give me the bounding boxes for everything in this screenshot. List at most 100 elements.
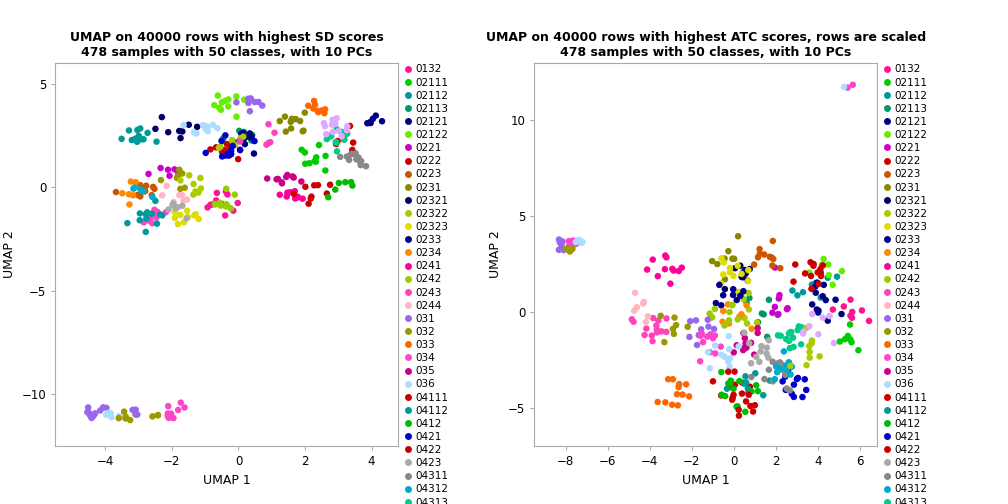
Point bbox=[138, 228, 154, 236]
Point bbox=[219, 140, 235, 148]
Point bbox=[787, 261, 803, 269]
Point bbox=[215, 137, 231, 145]
Point bbox=[829, 273, 845, 281]
Point bbox=[127, 410, 143, 418]
Point bbox=[658, 314, 674, 323]
Point bbox=[344, 150, 360, 158]
Point bbox=[212, 199, 228, 207]
Point bbox=[734, 293, 750, 301]
Point bbox=[721, 367, 737, 375]
Point bbox=[793, 340, 809, 348]
Point bbox=[825, 281, 841, 289]
Point bbox=[198, 149, 214, 157]
Point bbox=[220, 150, 236, 158]
Point bbox=[121, 201, 137, 209]
Point bbox=[219, 151, 235, 159]
Point bbox=[127, 135, 143, 143]
Point bbox=[145, 183, 161, 191]
Point bbox=[132, 124, 148, 133]
Point bbox=[175, 197, 192, 205]
Point bbox=[318, 105, 334, 113]
Point bbox=[736, 345, 752, 353]
Point bbox=[813, 261, 830, 269]
Point bbox=[235, 129, 251, 137]
Point bbox=[138, 181, 154, 190]
Point bbox=[785, 334, 801, 342]
Point bbox=[722, 363, 738, 371]
Point bbox=[328, 185, 344, 194]
Point bbox=[700, 316, 716, 324]
Point bbox=[784, 286, 800, 294]
Point bbox=[803, 285, 820, 293]
Point bbox=[717, 392, 733, 400]
Point bbox=[753, 342, 769, 350]
Point bbox=[795, 328, 811, 336]
Point bbox=[342, 122, 358, 130]
Point bbox=[668, 321, 684, 329]
Point bbox=[293, 146, 309, 154]
Point bbox=[170, 169, 186, 177]
Point bbox=[242, 134, 258, 142]
Point bbox=[779, 366, 795, 374]
Point bbox=[148, 138, 164, 146]
Point bbox=[313, 106, 330, 114]
Point bbox=[703, 331, 719, 339]
Point bbox=[700, 333, 716, 341]
Point bbox=[721, 320, 737, 328]
Point bbox=[118, 414, 134, 422]
Point bbox=[135, 135, 151, 143]
Point bbox=[568, 238, 584, 246]
Point bbox=[147, 125, 163, 133]
Point bbox=[200, 204, 216, 212]
Point bbox=[640, 312, 656, 321]
Point bbox=[285, 173, 301, 181]
Point bbox=[325, 116, 341, 124]
Point bbox=[786, 393, 802, 401]
Point bbox=[737, 266, 753, 274]
Point bbox=[164, 201, 180, 209]
Point bbox=[673, 264, 689, 272]
Point bbox=[339, 130, 355, 138]
Point bbox=[717, 322, 733, 330]
Point bbox=[708, 349, 724, 357]
Point bbox=[186, 211, 203, 219]
Y-axis label: UMAP 2: UMAP 2 bbox=[490, 231, 502, 278]
Point bbox=[282, 118, 298, 126]
Point bbox=[559, 244, 576, 252]
Point bbox=[660, 375, 676, 383]
Point bbox=[707, 305, 723, 313]
Point bbox=[207, 101, 223, 109]
Point bbox=[716, 270, 732, 278]
Point bbox=[777, 371, 793, 379]
Point bbox=[203, 145, 219, 153]
Point bbox=[144, 210, 160, 218]
Point bbox=[694, 329, 710, 337]
Point bbox=[208, 197, 224, 205]
Point bbox=[794, 393, 810, 401]
Point bbox=[714, 351, 730, 359]
Point bbox=[805, 260, 822, 268]
Point bbox=[229, 113, 245, 121]
Point bbox=[80, 404, 96, 412]
Point bbox=[650, 317, 666, 325]
Point bbox=[796, 375, 812, 384]
Point bbox=[274, 178, 290, 186]
Point bbox=[318, 152, 334, 160]
Point bbox=[767, 375, 783, 383]
Point bbox=[306, 97, 323, 105]
Point bbox=[801, 354, 817, 362]
Point bbox=[295, 127, 311, 135]
Point bbox=[781, 359, 797, 367]
Point bbox=[198, 125, 214, 133]
Point bbox=[843, 336, 859, 344]
Point bbox=[821, 261, 837, 269]
Point bbox=[181, 171, 198, 179]
Point bbox=[148, 214, 164, 222]
Point bbox=[726, 385, 742, 393]
Point bbox=[803, 281, 820, 289]
Point bbox=[319, 190, 335, 198]
Point bbox=[761, 336, 777, 344]
Point bbox=[223, 150, 239, 158]
Point bbox=[146, 206, 162, 214]
Point bbox=[185, 129, 202, 137]
